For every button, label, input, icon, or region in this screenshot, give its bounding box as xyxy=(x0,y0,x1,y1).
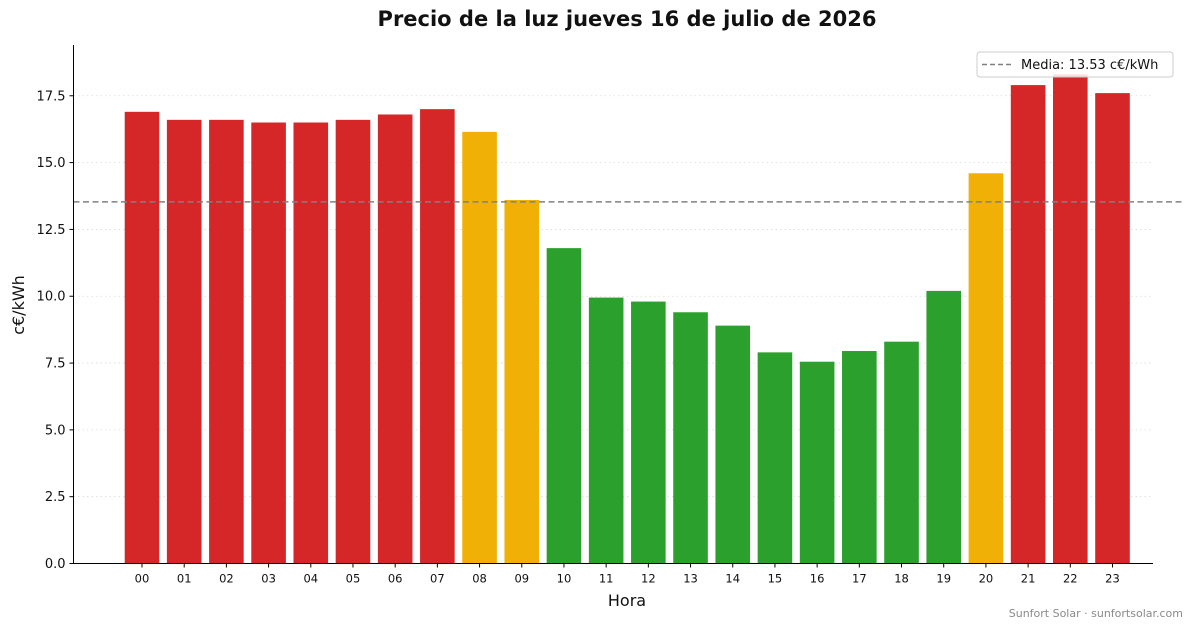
x-tick-label: 03 xyxy=(261,572,276,586)
y-tick-label: 17.5 xyxy=(37,89,66,104)
bar-hour-09 xyxy=(504,200,540,564)
x-tick-label: 22 xyxy=(1063,572,1078,586)
bar-hour-01 xyxy=(166,119,202,564)
bar-hour-16 xyxy=(799,361,835,564)
x-tick-label: 09 xyxy=(514,572,529,586)
x-tick-label: 20 xyxy=(979,572,994,586)
x-tick-label: 00 xyxy=(135,572,150,586)
bar-hour-00 xyxy=(124,111,160,564)
bar-hour-11 xyxy=(588,297,624,564)
bar-hour-20 xyxy=(968,173,1004,564)
legend: Media: 13.53 c€/kWh xyxy=(976,51,1174,78)
bar-hour-14 xyxy=(715,325,751,564)
bar-hour-21 xyxy=(1010,85,1046,564)
x-tick-label: 07 xyxy=(430,572,445,586)
y-axis-label: c€/kWh xyxy=(9,275,28,335)
x-tick-label: 05 xyxy=(346,572,361,586)
x-tick-label: 08 xyxy=(472,572,487,586)
bars xyxy=(124,74,1130,564)
x-tick-label: 23 xyxy=(1105,572,1120,586)
x-tick-label: 10 xyxy=(557,572,572,586)
bar-hour-17 xyxy=(842,351,877,564)
x-tick-label: 18 xyxy=(894,572,909,586)
legend-box xyxy=(976,51,1174,78)
bar-hour-05 xyxy=(335,119,371,564)
bar-hour-19 xyxy=(926,290,962,564)
legend-mean-label: Media: 13.53 c€/kWh xyxy=(1021,58,1158,73)
bar-hour-23 xyxy=(1095,93,1130,564)
bar-hour-06 xyxy=(377,114,413,564)
y-tick-label: 15.0 xyxy=(37,156,66,171)
bar-hour-07 xyxy=(420,109,455,564)
bar-hour-02 xyxy=(209,119,244,564)
x-tick-label: 13 xyxy=(683,572,698,586)
y-tick-label: 0.0 xyxy=(45,557,66,572)
x-tick-label: 14 xyxy=(725,572,740,586)
y-tick-label: 12.5 xyxy=(37,223,66,238)
bar-hour-10 xyxy=(546,248,582,564)
x-axis-label: Hora xyxy=(608,591,646,610)
x-tick-label: 16 xyxy=(810,572,825,586)
x-tick-label: 15 xyxy=(768,572,783,586)
x-tick-label: 02 xyxy=(219,572,234,586)
y-tick-label: 7.5 xyxy=(45,357,66,372)
bar-hour-15 xyxy=(757,352,793,564)
x-tick-label: 11 xyxy=(599,572,614,586)
bar-hour-13 xyxy=(673,312,708,564)
bar-hour-08 xyxy=(462,131,497,564)
chart-title: Precio de la luz jueves 16 de julio de 2… xyxy=(378,7,877,31)
x-tick-label: 01 xyxy=(177,572,192,586)
y-axis-ticks: 0.0 2.5 5.0 7.5 10.0 12.5 15.0 17.5 xyxy=(37,89,74,572)
x-tick-label: 17 xyxy=(852,572,867,586)
bar-hour-04 xyxy=(293,122,329,564)
x-tick-label: 19 xyxy=(936,572,951,586)
y-tick-label: 10.0 xyxy=(37,290,66,305)
x-tick-label: 06 xyxy=(388,572,403,586)
x-tick-label: 21 xyxy=(1021,572,1036,586)
footer-credit: Sunfort Solar · sunfortsolar.com xyxy=(1009,607,1183,620)
bar-hour-22 xyxy=(1053,74,1088,564)
x-tick-label: 12 xyxy=(641,572,656,586)
x-tick-label: 04 xyxy=(303,572,318,586)
x-axis-ticks: 00 01 02 03 04 05 06 07 08 09 10 11 12 13 14 15 16 17 18 19… xyxy=(135,563,1120,586)
bar-hour-03 xyxy=(251,122,286,564)
bar-hour-18 xyxy=(884,341,919,564)
y-tick-label: 2.5 xyxy=(45,490,66,505)
bar-hour-12 xyxy=(631,301,666,564)
y-tick-label: 5.0 xyxy=(45,423,66,438)
